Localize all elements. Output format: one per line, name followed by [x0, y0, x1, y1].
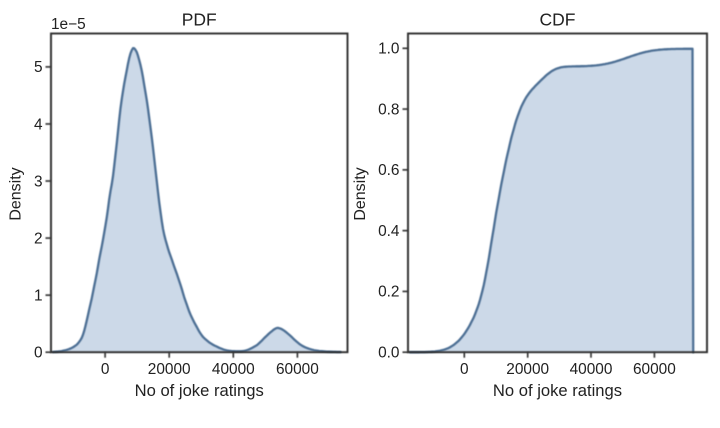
svg-text:20000: 20000 [506, 361, 549, 378]
svg-text:1.0: 1.0 [378, 41, 399, 58]
svg-text:2: 2 [34, 230, 43, 247]
svg-text:0.8: 0.8 [378, 101, 399, 118]
svg-text:0: 0 [101, 361, 110, 378]
svg-text:0.4: 0.4 [378, 223, 400, 240]
svg-text:Density: Density [7, 167, 24, 220]
svg-text:1e−5: 1e−5 [51, 16, 86, 33]
svg-text:No of joke ratings: No of joke ratings [135, 381, 264, 400]
svg-text:No of joke ratings: No of joke ratings [493, 381, 622, 400]
svg-text:Density: Density [352, 167, 369, 220]
svg-text:0: 0 [34, 345, 43, 362]
svg-text:CDF: CDF [540, 10, 576, 30]
svg-text:40000: 40000 [570, 361, 613, 378]
svg-text:0.6: 0.6 [378, 162, 399, 179]
svg-text:0: 0 [460, 361, 469, 378]
svg-text:1: 1 [34, 287, 43, 304]
svg-text:20000: 20000 [148, 361, 191, 378]
svg-text:3: 3 [34, 173, 43, 190]
svg-text:4: 4 [34, 116, 43, 133]
svg-text:5: 5 [34, 59, 43, 76]
svg-text:60000: 60000 [276, 361, 319, 378]
svg-text:60000: 60000 [633, 361, 676, 378]
svg-text:0.2: 0.2 [378, 284, 399, 301]
svg-text:PDF: PDF [182, 10, 217, 30]
svg-text:40000: 40000 [212, 361, 255, 378]
svg-text:0.0: 0.0 [378, 345, 399, 362]
